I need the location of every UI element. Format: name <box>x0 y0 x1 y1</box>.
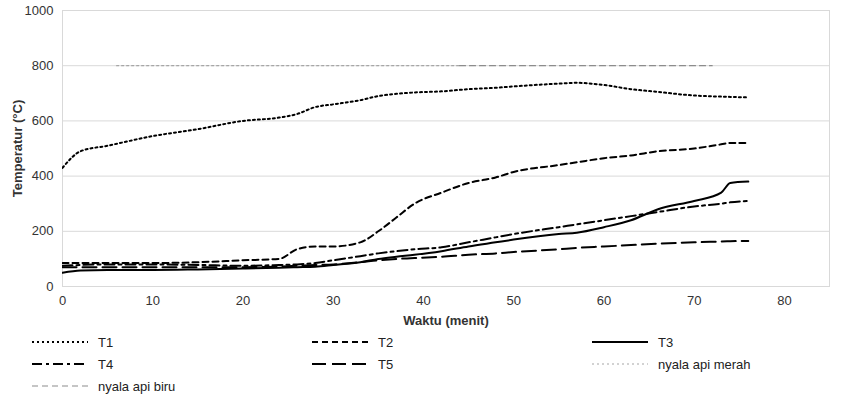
html-text:T3: T3 <box>658 334 674 350</box>
svg-text:60: 60 <box>597 293 611 308</box>
svg-text:20: 20 <box>236 293 250 308</box>
svg-text:50: 50 <box>506 293 520 308</box>
svg-text:30: 30 <box>326 293 340 308</box>
svg-text:1000: 1000 <box>25 3 54 18</box>
html-text:T1: T1 <box>98 334 114 350</box>
svg-text:600: 600 <box>32 113 54 128</box>
svg-text:70: 70 <box>687 293 701 308</box>
html-text:nyala api merah: nyala api merah <box>658 356 751 372</box>
svg-text:200: 200 <box>32 223 54 238</box>
html-text:T2: T2 <box>378 334 394 350</box>
html-text:T5: T5 <box>378 356 394 372</box>
svg-text:Temperatur (°C): Temperatur (°C) <box>10 100 25 197</box>
svg-text:Waktu (menit): Waktu (menit) <box>403 313 488 328</box>
html-text:T4: T4 <box>98 356 114 372</box>
svg-text:80: 80 <box>777 293 791 308</box>
svg-text:400: 400 <box>32 168 54 183</box>
svg-text:40: 40 <box>416 293 430 308</box>
svg-text:0: 0 <box>59 293 66 308</box>
html-text:nyala api biru: nyala api biru <box>98 378 176 394</box>
svg-text:10: 10 <box>146 293 160 308</box>
svg-text:0: 0 <box>46 279 53 294</box>
svg-text:800: 800 <box>32 58 54 73</box>
